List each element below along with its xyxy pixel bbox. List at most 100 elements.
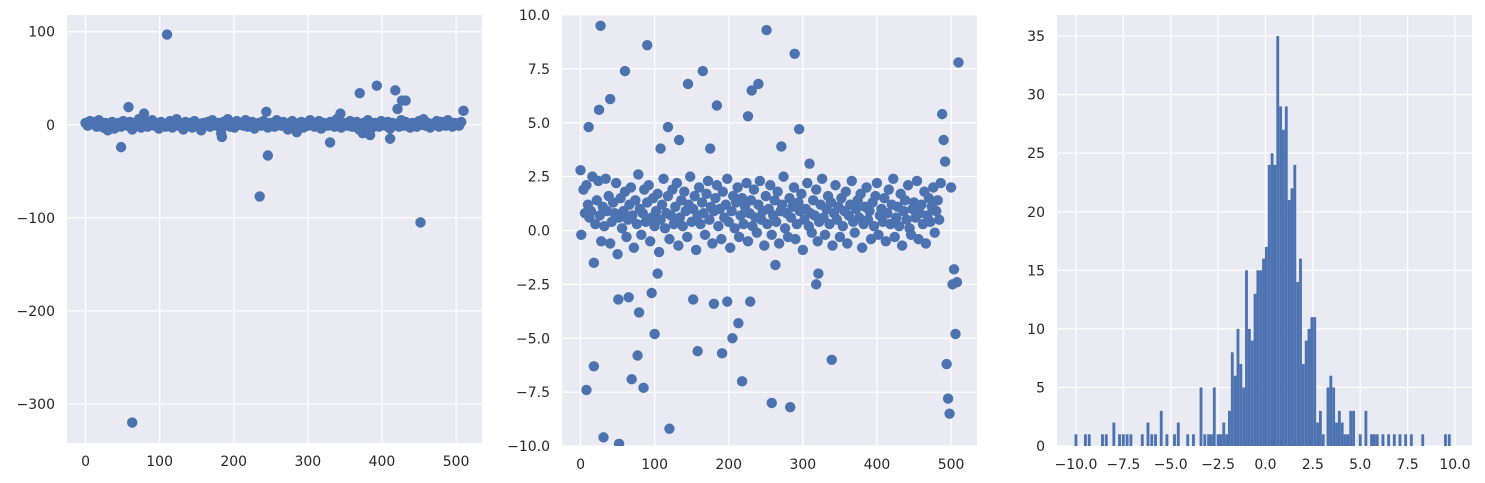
scatter-point: [796, 188, 807, 200]
scatter-point: [610, 177, 622, 189]
histogram-bar: [1282, 129, 1285, 446]
histogram-bar: [1444, 434, 1447, 446]
histogram-bar: [1247, 328, 1251, 446]
scatter-point: [827, 240, 838, 251]
histogram-bar: [1284, 106, 1288, 446]
scatter-point: [621, 231, 632, 243]
scatter-point: [262, 150, 274, 161]
x-tick-label: 400: [864, 457, 891, 473]
histogram-bar: [1118, 434, 1121, 446]
data-marks: [80, 29, 469, 428]
scatter-point: [742, 111, 754, 122]
scatter-point: [588, 361, 600, 372]
scatter-point: [400, 95, 411, 106]
scatter-point: [638, 382, 649, 394]
scatter-point: [631, 218, 643, 230]
scatter-point: [708, 298, 720, 309]
histogram-bar: [1104, 434, 1108, 446]
scatter-point: [939, 156, 951, 167]
histogram-bar: [1404, 434, 1408, 446]
scatter-point: [727, 333, 738, 344]
scatter-point: [920, 238, 932, 249]
scatter-point: [813, 268, 824, 279]
x-tick-label: −5.0: [1154, 457, 1188, 473]
scatter-point: [849, 227, 860, 238]
histogram-bar: [1087, 434, 1091, 446]
scatter-point: [762, 218, 773, 230]
histogram-bar: [1316, 422, 1319, 446]
scatter-point: [616, 223, 628, 234]
scatter-point: [948, 264, 960, 275]
histogram-bar: [1203, 434, 1207, 446]
scatter-point: [760, 190, 771, 202]
scatter-point: [664, 423, 675, 434]
scatter-point: [732, 182, 743, 193]
scatter-point: [883, 184, 895, 195]
histogram-bar: [1301, 364, 1305, 446]
scatter-point: [371, 80, 382, 91]
scatter-point: [390, 85, 401, 96]
scatter-point: [576, 229, 587, 241]
scatter-point: [682, 231, 693, 243]
y-tick-label: 2.5: [528, 170, 550, 186]
histogram-bar: [1228, 410, 1231, 446]
histogram-bar: [1219, 434, 1223, 446]
scatter-point: [215, 127, 227, 139]
scatter-point: [729, 223, 740, 234]
scatter-point: [642, 39, 653, 51]
scatter-point: [746, 85, 757, 96]
scatter-point: [693, 182, 705, 193]
scatter-point: [751, 227, 763, 238]
scatter-point: [583, 121, 594, 133]
y-tick-label: 5: [1036, 380, 1045, 396]
scatter-point: [613, 438, 625, 446]
histogram-bar: [1146, 422, 1150, 446]
scatter-point: [923, 192, 935, 204]
scatter-point: [842, 238, 853, 249]
scatter-point: [636, 229, 647, 241]
scatter-point: [742, 236, 754, 247]
scatter-point: [871, 177, 883, 189]
scatter-point: [951, 277, 963, 288]
histogram-bar: [1199, 387, 1203, 446]
scatter-point: [658, 173, 669, 184]
scatter-point: [456, 116, 467, 128]
y-tick-label: 7.5: [528, 62, 550, 78]
scatter-point: [770, 259, 781, 271]
scatter-point: [588, 257, 600, 269]
scatter-point: [665, 210, 677, 221]
y-tick-label: 100: [28, 25, 55, 41]
histogram-bar: [1304, 340, 1308, 446]
scatter-point: [945, 182, 957, 193]
scatter-point: [816, 173, 828, 184]
histogram-bar: [1074, 434, 1078, 446]
y-tick-label: 0: [1036, 439, 1045, 455]
histogram-bar: [1242, 387, 1246, 446]
scatter-point: [627, 210, 638, 221]
histogram-bar: [1236, 328, 1240, 446]
x-tick-label: 7.5: [1396, 457, 1418, 473]
scatter-point: [893, 220, 905, 232]
scatter-point: [643, 180, 654, 191]
scatter-point: [826, 354, 837, 365]
histogram-bar: [1299, 258, 1302, 446]
histogram-bar: [1343, 434, 1347, 446]
x-tick-label: 200: [220, 454, 247, 470]
scatter-point: [733, 231, 745, 243]
histogram-bar: [1276, 36, 1280, 446]
scatter-point: [604, 93, 616, 105]
scatter-point: [880, 236, 892, 247]
scatter-point: [788, 182, 800, 193]
scatter-point: [773, 238, 785, 249]
histogram-bar: [1381, 434, 1385, 446]
histogram-bar: [1233, 375, 1237, 446]
histogram-bar: [1216, 434, 1220, 446]
scatter-panel-clipped: 0 100 200 300 400 500 −10.0 −7.5 −5.0 −2.5 0.0 2.5 5…: [507, 8, 977, 473]
scatter-point: [754, 175, 766, 187]
scatter-point: [861, 182, 872, 193]
histogram-bar: [1313, 317, 1317, 446]
scatter-point: [901, 214, 912, 225]
scatter-point: [161, 29, 173, 40]
histogram-bar: [1296, 282, 1300, 446]
